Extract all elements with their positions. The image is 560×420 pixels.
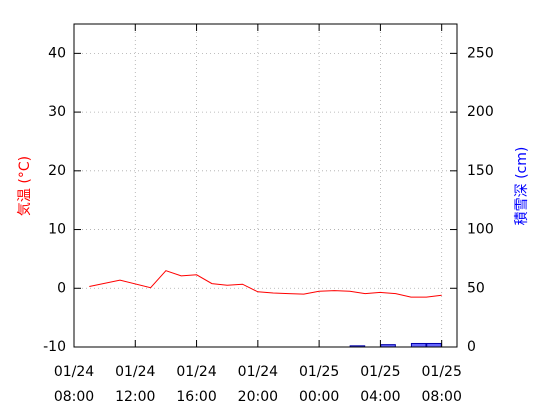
left-tick-label: 30: [48, 104, 66, 120]
snow-depth-bar: [426, 342, 442, 348]
right-tick-label: 50: [467, 280, 485, 296]
snow-depth-bar: [410, 342, 427, 348]
left-tick-label: 10: [48, 222, 66, 238]
x-tick-time: 08:00: [54, 389, 94, 405]
left-axis-title: 気温 (°C): [17, 156, 33, 216]
x-tick-time: 04:00: [360, 389, 400, 405]
tick-labels: -10 0 10 20 30 40 0 50 100 150 200 250 01/24 08:00 01/…: [43, 45, 494, 405]
x-tick-date: 01/25: [422, 364, 462, 380]
right-tick-label: 200: [467, 104, 494, 120]
axis-ticks: [73, 24, 457, 348]
x-tick-date: 01/25: [360, 364, 400, 380]
plot-frame: [73, 23, 458, 348]
x-tick-date: 01/25: [299, 364, 339, 380]
left-tick-label: 40: [48, 45, 66, 61]
snow-depth-bars: [349, 342, 442, 348]
right-tick-label: 150: [467, 163, 494, 179]
right-tick-label: 250: [467, 45, 494, 61]
right-tick-label: 100: [467, 222, 494, 238]
x-tick-time: 16:00: [176, 389, 216, 405]
right-axis-title: 積雪深 (cm): [514, 147, 530, 226]
temperature-line: [89, 270, 442, 298]
left-tick-label: 0: [57, 280, 66, 296]
left-tick-label: 20: [48, 163, 66, 179]
x-tick-time: 20:00: [238, 389, 278, 405]
temperature-series: [89, 270, 442, 298]
grid: [74, 24, 457, 347]
x-tick-date: 01/24: [54, 364, 94, 380]
left-tick-label: -10: [43, 339, 66, 355]
x-tick-date: 01/24: [115, 364, 155, 380]
x-tick-time: 08:00: [422, 389, 462, 405]
x-tick-date: 01/24: [238, 364, 278, 380]
x-tick-date: 01/24: [176, 364, 216, 380]
x-tick-time: 12:00: [115, 389, 155, 405]
right-tick-label: 0: [467, 339, 476, 355]
x-tick-time: 00:00: [299, 389, 339, 405]
